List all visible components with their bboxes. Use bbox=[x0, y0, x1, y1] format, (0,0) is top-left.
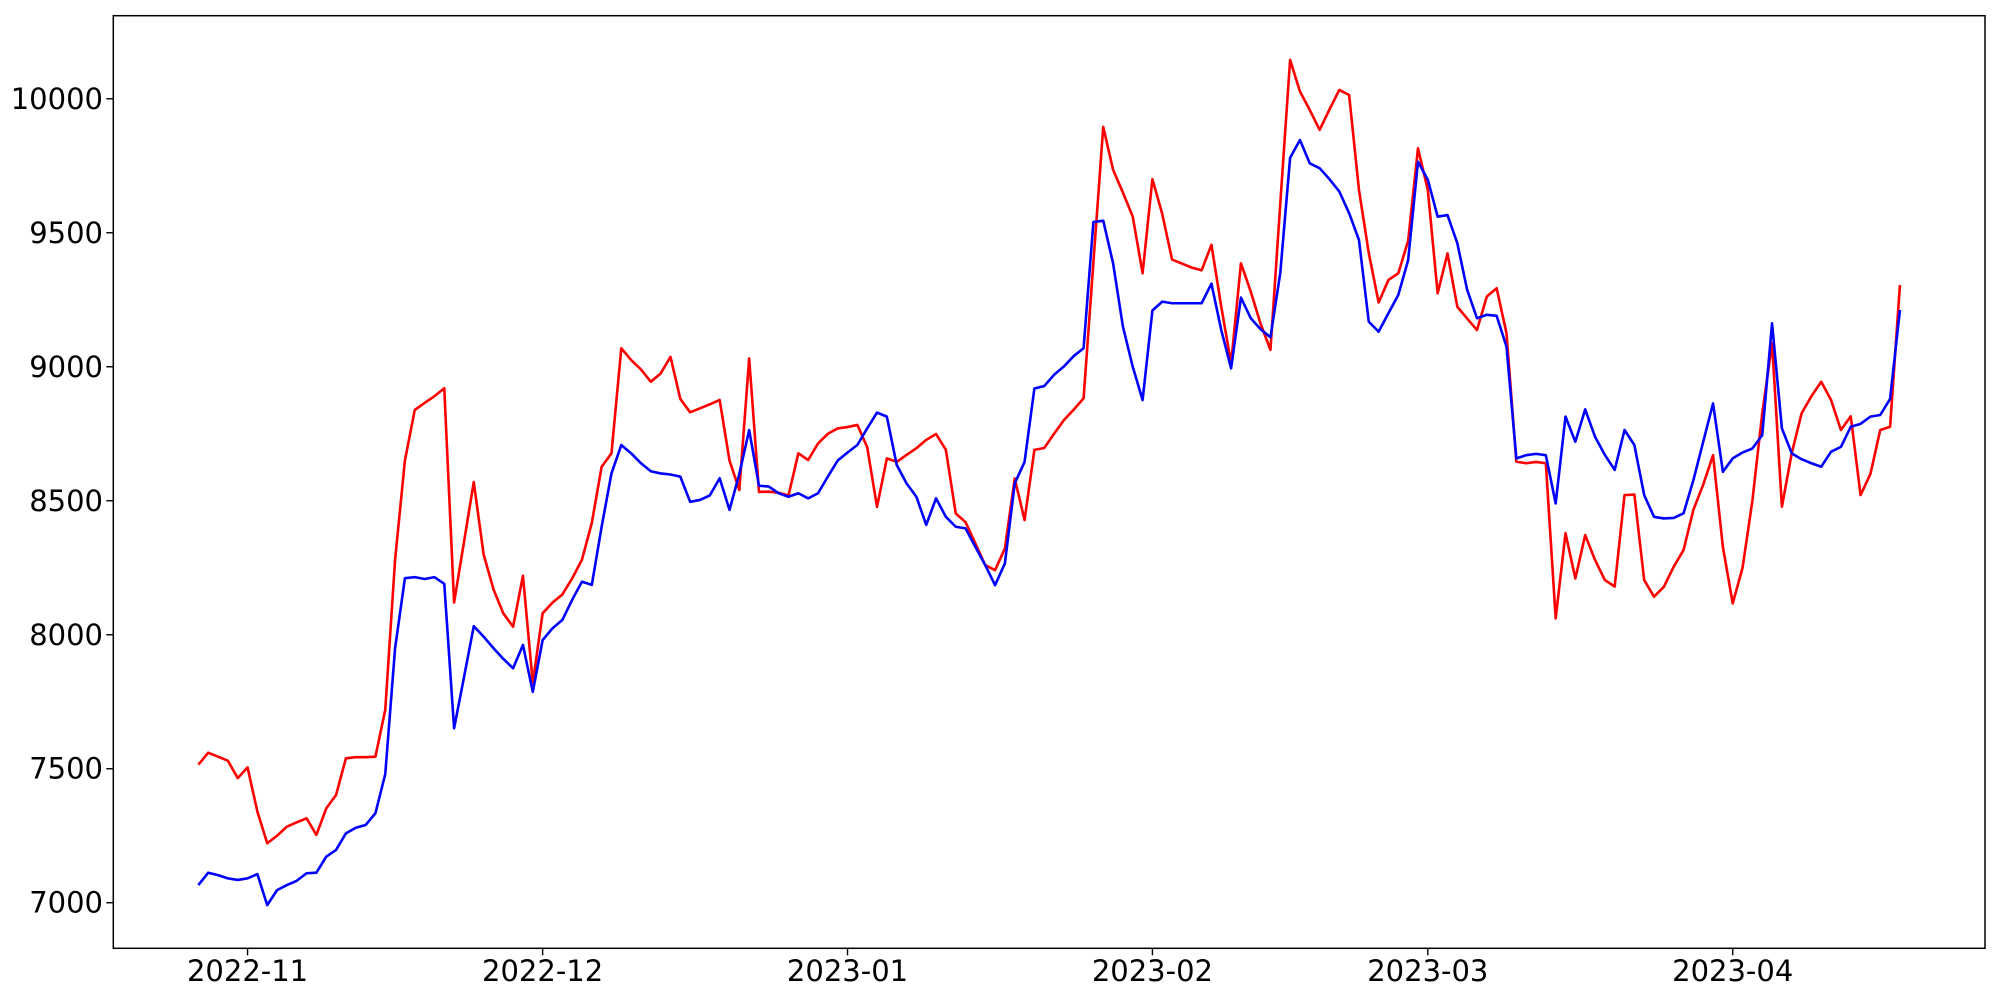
series-blue-line bbox=[197, 138, 1902, 907]
y-tick-label: 9500 bbox=[29, 216, 103, 250]
x-tick-label: 2022-12 bbox=[482, 954, 603, 988]
plot-frame bbox=[112, 14, 1986, 950]
y-tick-label: 7500 bbox=[29, 752, 103, 786]
x-tick-label: 2023-02 bbox=[1092, 954, 1213, 988]
x-tick-label: 2022-11 bbox=[187, 954, 308, 988]
x-axis: 2022-11 2022-12 2023-01 2023-02 2023-03 2023-… bbox=[187, 948, 1793, 988]
y-tick-label: 8000 bbox=[29, 618, 103, 652]
series-red-line bbox=[197, 58, 1902, 845]
y-tick-label: 9000 bbox=[29, 350, 103, 384]
y-tick-label: 10000 bbox=[11, 82, 103, 116]
y-tick-label: 7000 bbox=[29, 886, 103, 920]
y-axis: 7000 7500 8000 8500 9000 9500 10000 bbox=[11, 82, 114, 920]
y-tick-label: 8500 bbox=[29, 484, 103, 518]
axes bbox=[112, 14, 1986, 950]
x-tick-label: 2023-04 bbox=[1672, 954, 1793, 988]
x-tick-label: 2023-01 bbox=[787, 954, 908, 988]
x-tick-label: 2023-03 bbox=[1367, 954, 1488, 988]
